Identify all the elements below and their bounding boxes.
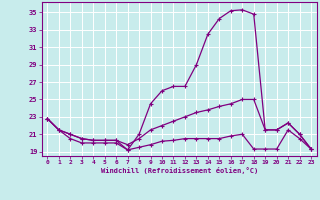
X-axis label: Windchill (Refroidissement éolien,°C): Windchill (Refroidissement éolien,°C) <box>100 167 258 174</box>
